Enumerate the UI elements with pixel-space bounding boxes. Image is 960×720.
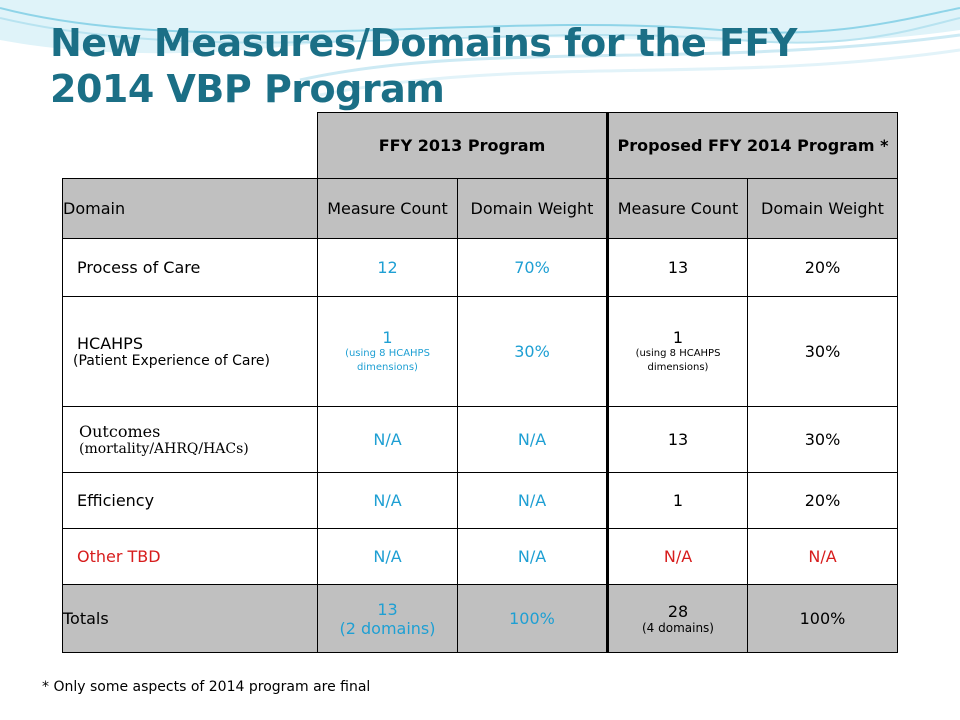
measure-count-2013: 1 (using 8 HCAHPS dimensions) <box>317 296 458 407</box>
domain-label: Other TBD <box>62 528 318 585</box>
domain-name: Outcomes <box>79 422 161 441</box>
measure-count-2013: N/A <box>317 472 458 529</box>
domain-weight-2014: 20% <box>747 238 898 297</box>
table-row: Process of Care 12 70% 13 20% <box>62 238 898 297</box>
domain-label: Outcomes (mortality/AHRQ/HACs) <box>62 406 318 473</box>
count-value: 1 <box>672 328 684 347</box>
count-value: 28 <box>667 602 689 621</box>
measure-count-2013: 13 (2 domains) <box>317 584 458 653</box>
vbp-measures-table: FFY 2013 Program Proposed FFY 2014 Progr… <box>62 112 898 653</box>
measure-count-2014: 1 <box>606 472 748 529</box>
domain-weight-2013: 30% <box>457 296 608 407</box>
domain-subtitle: (Patient Experience of Care) <box>73 353 271 369</box>
domain-label: HCAHPS (Patient Experience of Care) <box>62 296 318 407</box>
measure-count-2014: 13 <box>606 238 748 297</box>
domain-weight-2013: 70% <box>457 238 608 297</box>
domain-label: Efficiency <box>62 472 318 529</box>
domain-label: Process of Care <box>62 238 318 297</box>
col-header-measure-count-2014: Measure Count <box>606 178 748 239</box>
decorative-waves <box>0 0 960 97</box>
footnote: * Only some aspects of 2014 program are … <box>42 679 371 695</box>
count-note: (4 domains) <box>641 621 714 635</box>
measure-count-2014: 13 <box>606 406 748 473</box>
count-note: (2 domains) <box>339 618 436 638</box>
col-header-measure-count-2013: Measure Count <box>317 178 458 239</box>
measure-count-2013: 12 <box>317 238 458 297</box>
table-row: Other TBD N/A N/A N/A N/A <box>62 528 898 585</box>
domain-weight-2014: 100% <box>747 584 898 653</box>
domain-weight-2013: N/A <box>457 528 608 585</box>
measure-count-2014: 28 (4 domains) <box>606 584 748 653</box>
page-title: New Measures/Domains for the FFY 2014 VB… <box>50 21 797 111</box>
group-header-2013: FFY 2013 Program <box>317 112 608 179</box>
totals-row: Totals 13 (2 domains) 100% 28 (4 domains… <box>62 584 898 653</box>
count-note: (using 8 HCAHPS dimensions) <box>635 348 721 373</box>
measure-count-2013: N/A <box>317 406 458 473</box>
table-row: Outcomes (mortality/AHRQ/HACs) N/A N/A 1… <box>62 406 898 473</box>
domain-weight-2014: 20% <box>747 472 898 529</box>
measure-count-2013: N/A <box>317 528 458 585</box>
col-header-domain-weight-2013: Domain Weight <box>457 178 608 239</box>
domain-weight-2014: 30% <box>747 296 898 407</box>
count-note: (using 8 HCAHPS dimensions) <box>345 348 430 373</box>
col-header-domain: Domain <box>62 178 318 239</box>
domain-weight-2013: N/A <box>457 472 608 529</box>
domain-weight-2014: 30% <box>747 406 898 473</box>
domain-weight-2013: 100% <box>457 584 608 653</box>
count-value: 13 <box>377 599 398 619</box>
measure-count-2014: N/A <box>606 528 748 585</box>
domain-weight-2014: N/A <box>747 528 898 585</box>
group-header-2014: Proposed FFY 2014 Program * <box>606 112 898 179</box>
totals-label: Totals <box>62 584 318 653</box>
measure-count-2014: 1 (using 8 HCAHPS dimensions) <box>606 296 748 407</box>
table-row: Efficiency N/A N/A 1 20% <box>62 472 898 529</box>
domain-subtitle: (mortality/AHRQ/HACs) <box>79 441 249 457</box>
domain-name: HCAHPS <box>77 334 143 353</box>
domain-weight-2013: N/A <box>457 406 608 473</box>
table-row: HCAHPS (Patient Experience of Care) 1 (u… <box>62 296 898 407</box>
col-header-domain-weight-2014: Domain Weight <box>747 178 898 239</box>
count-value: 1 <box>382 328 393 347</box>
